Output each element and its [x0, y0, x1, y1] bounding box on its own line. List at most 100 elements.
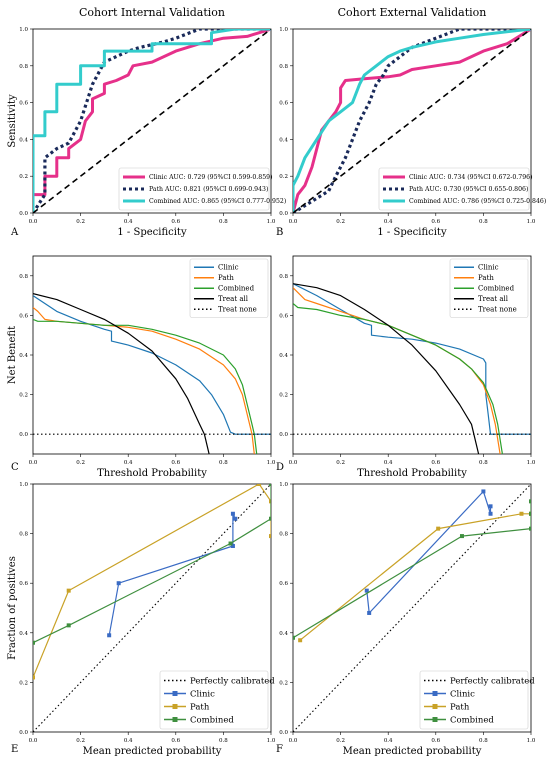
data-point [33, 640, 35, 645]
x-axis-label: Threshold Probability [357, 468, 467, 479]
x-tick-label: 1.0 [267, 738, 276, 744]
legend-box [419, 670, 529, 730]
data-point [488, 511, 493, 516]
x-tick-label: 0.8 [479, 219, 488, 225]
y-tick-label: 0.6 [19, 101, 28, 107]
x-tick-label: 0.2 [76, 738, 85, 744]
y-tick-label: 0.0 [279, 730, 288, 736]
x-tick-label: 0.6 [171, 460, 180, 466]
panel-c: 0.0 0.2 0.4 0.6 0.8 1.0 0.0 0.2 0.4 0.6 0.8 Thresho… [7, 255, 276, 479]
panel-a: Cohort Internal Validation 0.0 0.2 0.4 0.6 0.… [7, 6, 286, 238]
data-point [436, 526, 441, 531]
legend-marker [172, 704, 178, 709]
legend-label: Perfectly calibrated [190, 676, 275, 686]
x-tick-label: 0.0 [289, 219, 298, 225]
chart-title: Cohort External Validation [338, 6, 487, 19]
y-tick-label: 0.2 [279, 174, 288, 180]
legend-label: Combined AUC: 0.786 (95%CI 0.725-0.846) [409, 198, 546, 205]
y-tick-label: 0.6 [19, 581, 28, 587]
y-tick-label: 0.6 [279, 101, 288, 107]
data-point [298, 638, 303, 643]
series-line-path [33, 484, 271, 678]
legend-label: Treat none [478, 306, 517, 314]
legend-label: Combined AUC: 0.865 (95%CI 0.777-0.952) [149, 198, 286, 205]
series-group [33, 484, 271, 732]
series-line-clinic [33, 29, 271, 213]
data-point [230, 511, 235, 516]
panel-b: Cohort External Validation 0.0 0.2 0.4 0.6 0.… [276, 6, 546, 238]
legend-label: Clinic [478, 264, 499, 272]
data-point [33, 675, 35, 680]
axes-frame [292, 28, 532, 214]
x-tick-label: 0.2 [76, 460, 85, 466]
x-tick-label: 1.0 [267, 219, 276, 225]
series-line-path [299, 513, 531, 641]
legend-label: Combined [190, 715, 234, 725]
chart-title: Cohort Internal Validation [79, 6, 225, 19]
legend-label: Path AUC: 0.821 (95%CI 0.699-0.943) [149, 186, 268, 193]
data-point [519, 511, 524, 516]
data-point [269, 534, 271, 539]
x-axis-label: Mean predicted probability [343, 746, 482, 757]
x-tick-label: 0.2 [336, 219, 345, 225]
legend-label: Path AUC: 0.730 (95%CI 0.655-0.806) [409, 186, 528, 193]
x-axis-label: 1 - Specificity [377, 227, 447, 238]
panel-label: D [276, 462, 284, 473]
series-line-combined [293, 29, 531, 213]
data-point [269, 484, 271, 486]
y-tick-label: 0.8 [19, 64, 28, 70]
x-tick-label: 0.6 [431, 738, 440, 744]
y-tick-label: 0.4 [19, 631, 28, 637]
y-tick-label: 0.2 [19, 680, 28, 686]
series-line-path [33, 307, 255, 454]
legend-box [378, 167, 530, 211]
series-line-combined [33, 318, 258, 454]
data-point [293, 635, 295, 640]
x-tick-label: 0.0 [29, 738, 38, 744]
legend-label: Clinic AUC: 0.734 (95%CI 0.672-0.796) [409, 174, 532, 181]
x-tick-label: 0.0 [29, 460, 38, 466]
y-tick-label: 0.4 [279, 137, 288, 143]
y-tick-label: 0.2 [19, 174, 28, 180]
legend-label: Path [190, 702, 210, 712]
x-tick-label: 0.4 [384, 460, 393, 466]
legend-label: Path [218, 274, 234, 282]
legend-label: Treat none [218, 306, 257, 314]
legend-label: Clinic AUC: 0.729 (95%CI 0.599-0.859) [149, 174, 272, 181]
data-point [230, 544, 235, 548]
panel-e: 0.0 0.2 0.4 0.6 0.8 1.0 0.0 0.2 0.4 0.6 0.8 1.0 Mean… [7, 482, 276, 757]
y-tick-label: 0.4 [279, 631, 288, 637]
y-tick-label: 0.4 [19, 353, 28, 359]
legend: Perfectly calibrated Clinic Path Combined [159, 670, 275, 730]
legend-label: Treat all [218, 295, 249, 303]
y-tick-label: 0.0 [19, 211, 28, 217]
axes-frame [292, 483, 532, 733]
series-group [293, 29, 531, 213]
legend: Clinic AUC: 0.729 (95%CI 0.599-0.859) Pat… [118, 167, 286, 211]
panel-d: 0.0 0.2 0.4 0.6 0.8 1.0 0.0 0.2 0.4 0.6 0.8 Thresho… [276, 255, 536, 479]
data-point [481, 489, 486, 494]
legend-box [159, 670, 269, 730]
panel-label: F [276, 744, 283, 755]
y-tick-label: 1.0 [279, 27, 288, 33]
data-point [257, 484, 262, 486]
data-point [228, 541, 233, 546]
y-axis-label: Net Benefit [7, 326, 18, 384]
panel-f: 0.0 0.2 0.4 0.6 0.8 1.0 0.0 0.2 0.4 0.6 0.8 1.0 Mean… [276, 482, 536, 757]
legend-label: Combined [478, 285, 515, 293]
x-tick-label: 0.8 [219, 460, 228, 466]
axes-frame [32, 28, 272, 214]
legend-label: Clinic [450, 689, 475, 699]
y-axis-label: Sensitivity [7, 94, 18, 148]
legend-marker [432, 691, 438, 696]
x-tick-label: 0.8 [479, 460, 488, 466]
x-tick-label: 0.4 [384, 219, 393, 225]
data-point [367, 610, 372, 615]
series-line-perfectly [33, 484, 271, 732]
legend-box [118, 167, 270, 211]
series-line-combined [33, 484, 271, 644]
data-point [488, 504, 493, 509]
y-tick-label: 0.2 [279, 680, 288, 686]
series-line-treat [293, 283, 480, 454]
